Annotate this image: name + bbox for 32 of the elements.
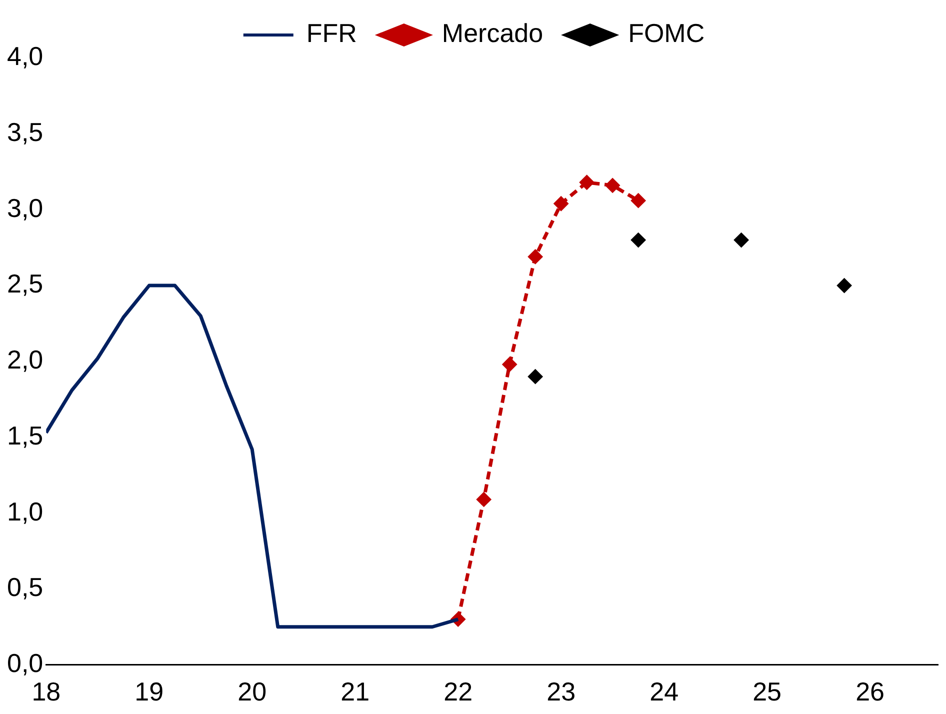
y-tick-label: 3,0 [6,192,44,223]
point [630,193,646,208]
y-tick-label: 2,0 [6,344,44,375]
y-tick-label: 0,5 [6,572,44,602]
point [579,174,594,190]
x-tick-label: 19 [134,676,164,707]
x-tick-label: 26 [856,676,884,707]
y-tick-label: 2,5 [6,268,44,299]
y-tick-label: 0,0 [6,648,44,678]
point [630,232,646,248]
x-tick-label: 22 [444,676,473,707]
x-tick-label: 24 [650,676,679,707]
legend-label: Mercado [442,18,544,48]
y-tick-label: 3,5 [6,117,44,148]
x-tick-label: 23 [546,676,576,707]
x-tick-label: 25 [752,676,782,707]
point [528,249,543,264]
point [476,492,492,507]
y-tick-label: 1,0 [6,496,44,526]
point [836,278,852,294]
x-tick-label: 18 [32,676,61,707]
point [605,178,620,193]
x-tick-label: 20 [238,676,267,707]
point [502,356,518,372]
point [554,196,569,212]
point [734,232,749,248]
point [528,369,543,384]
x-tick-label: 21 [340,676,370,707]
y-tick-label: 1,5 [6,420,44,450]
legend-label: FFR [306,18,357,48]
y-tick-label: 4,0 [6,41,44,72]
legend-label: FOMC [628,18,705,48]
